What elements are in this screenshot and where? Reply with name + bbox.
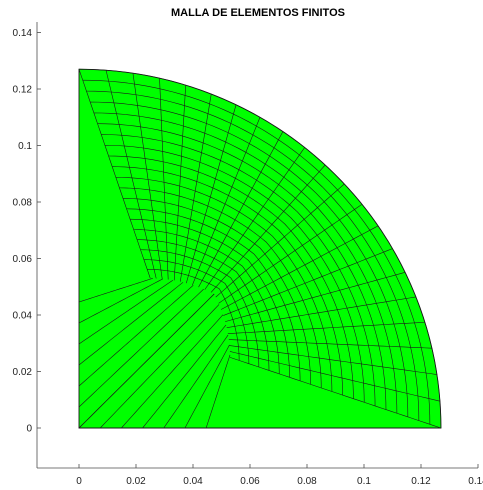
mesh-ring [130,218,290,378]
mesh-core-line [184,344,230,429]
mesh-core-line [205,354,231,429]
mesh-spoke [229,351,441,402]
x-tick-label: 0.02 [126,476,146,487]
mesh-spoke [215,183,345,298]
mesh-core-line [78,288,204,408]
mesh-spoke [228,339,432,349]
x-tick-label: 0.1 [357,476,371,487]
mesh-ring [140,249,260,368]
mesh-ring [123,198,311,385]
mesh-spoke [223,248,393,316]
mesh-core-line [78,279,174,345]
mesh-spoke [186,104,237,284]
mesh-spoke [210,164,326,293]
axes: 0 0.02 0.04 0.06 0.08 0.1 0.12 0.14 0 0.02 0.04 0.0… [13,22,483,487]
mesh-lines [78,68,442,429]
mesh-spoke [179,93,212,282]
mesh-ring [97,123,387,410]
mesh-spoke [225,272,406,322]
y-tick-label: 0.12 [13,85,33,96]
mesh-ring [133,229,280,374]
mesh-ring [93,112,398,414]
mesh-core-line [78,278,153,303]
mesh-ring [126,208,301,381]
mesh-ring [104,144,365,403]
mesh-core-line [142,324,227,429]
x-tick-label: 0.14 [468,476,483,487]
x-tick-label: 0.06 [240,476,260,487]
mesh-ring [112,166,343,396]
plot-area [78,68,442,429]
mesh-ring [108,155,354,399]
mesh-spoke [220,225,379,310]
y-tick-label: 0.06 [13,254,33,265]
x-tick-label: 0 [76,476,82,487]
mesh-spoke [132,73,163,279]
mesh-ring [143,259,250,364]
mesh-core-line [78,278,163,324]
domain-outline [78,68,442,429]
mesh-spoke [229,345,437,375]
y-tick-label: 0.14 [13,28,33,39]
mesh-core-line [121,314,224,429]
mesh-spoke [198,131,284,288]
mesh-ring [115,177,333,392]
mesh-spoke [159,78,169,280]
chart-title: MALLA DE ELEMENTOS FINITOS [171,7,345,19]
y-tick-label: 0.02 [13,367,33,378]
y-tick-label: 0.1 [18,141,32,152]
mesh-core-line [163,334,229,429]
mesh-ring [82,79,431,425]
mesh-spoke [78,69,151,279]
x-tick-label: 0.12 [411,476,431,487]
mesh-core-line [78,282,184,366]
mesh-ring [86,90,420,421]
y-tick-label: 0.04 [13,311,33,322]
mesh-ring [90,101,409,417]
mesh-spoke [204,147,305,290]
mesh-ring [101,134,376,406]
mesh-core-line [78,285,194,387]
y-tick-label: 0.08 [13,198,33,209]
mesh-ring [137,239,270,371]
mesh-core-line [78,293,215,429]
mesh-ring [119,187,322,388]
mesh-spoke [229,357,442,429]
x-tick-label: 0.04 [183,476,203,487]
mesh-core-line [99,304,220,429]
x-tick-label: 0.08 [297,476,317,487]
mesh-spoke [218,204,363,304]
mesh-spoke [173,85,186,281]
mesh-spoke [192,117,261,286]
mesh-spoke [227,321,425,334]
mesh-spoke [105,70,157,279]
mesh-ring [147,268,240,361]
y-tick-label: 0 [26,424,32,435]
mesh-spoke [226,296,416,328]
